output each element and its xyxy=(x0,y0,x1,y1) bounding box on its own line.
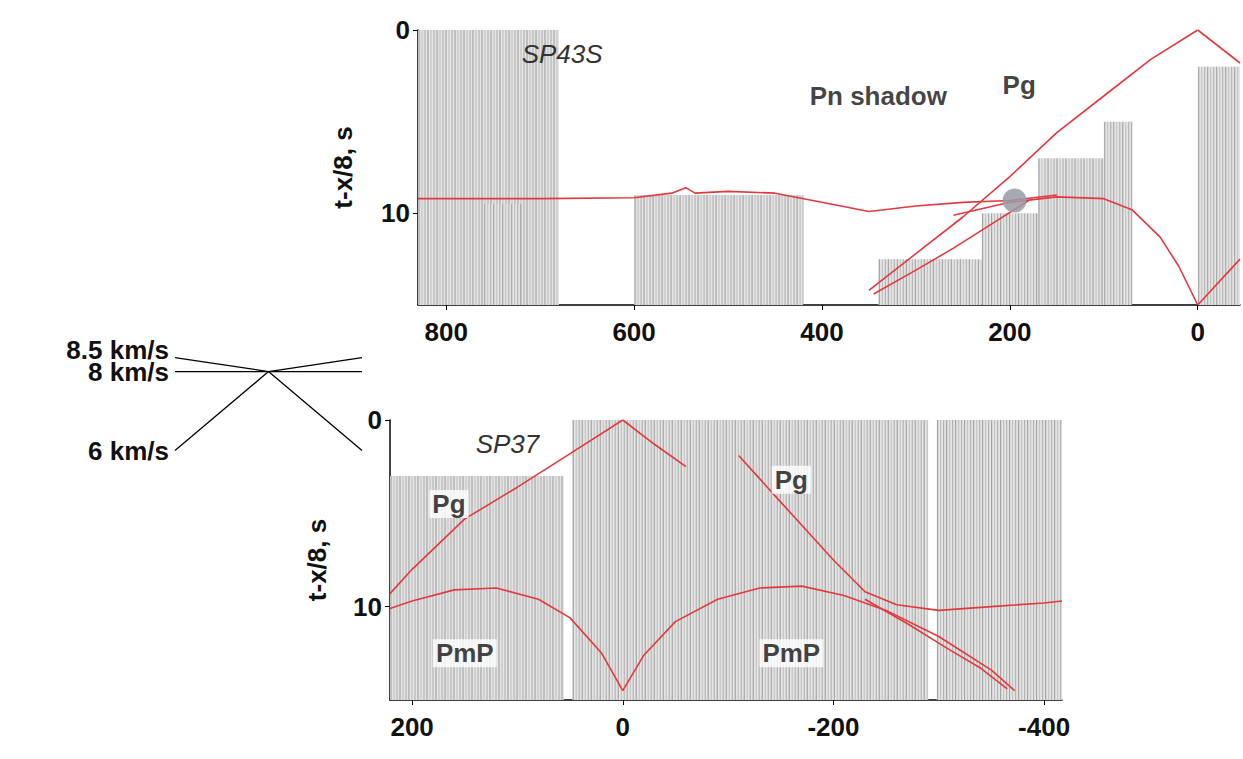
svg-text:600: 600 xyxy=(612,317,655,347)
svg-text:0: 0 xyxy=(1190,317,1204,347)
svg-text:t-x/8, s: t-x/8, s xyxy=(328,126,358,208)
svg-text:10: 10 xyxy=(381,198,410,228)
svg-text:0: 0 xyxy=(396,15,410,45)
svg-text:200: 200 xyxy=(390,712,433,742)
svg-text:PmP: PmP xyxy=(762,638,820,668)
svg-text:SP37: SP37 xyxy=(476,429,541,459)
svg-text:0: 0 xyxy=(616,712,630,742)
svg-text:8.5 km/s: 8.5 km/s xyxy=(66,335,169,365)
svg-text:PmP: PmP xyxy=(436,638,494,668)
svg-text:800: 800 xyxy=(424,317,467,347)
svg-text:t-x/8, s: t-x/8, s xyxy=(302,519,332,601)
svg-text:Pg: Pg xyxy=(1003,70,1036,100)
svg-text:Pg: Pg xyxy=(432,489,465,519)
svg-text:Pg: Pg xyxy=(775,465,808,495)
svg-text:0: 0 xyxy=(368,405,382,435)
svg-text:8 km/s: 8 km/s xyxy=(88,356,169,387)
svg-text:-200: -200 xyxy=(807,712,859,742)
svg-text:SP43S: SP43S xyxy=(522,39,604,69)
svg-text:200: 200 xyxy=(988,317,1031,347)
svg-text:400: 400 xyxy=(800,317,843,347)
svg-text:10: 10 xyxy=(353,592,382,622)
svg-text:-400: -400 xyxy=(1018,712,1070,742)
svg-text:Pn shadow: Pn shadow xyxy=(810,81,948,111)
svg-text:6 km/s: 6 km/s xyxy=(88,436,169,466)
